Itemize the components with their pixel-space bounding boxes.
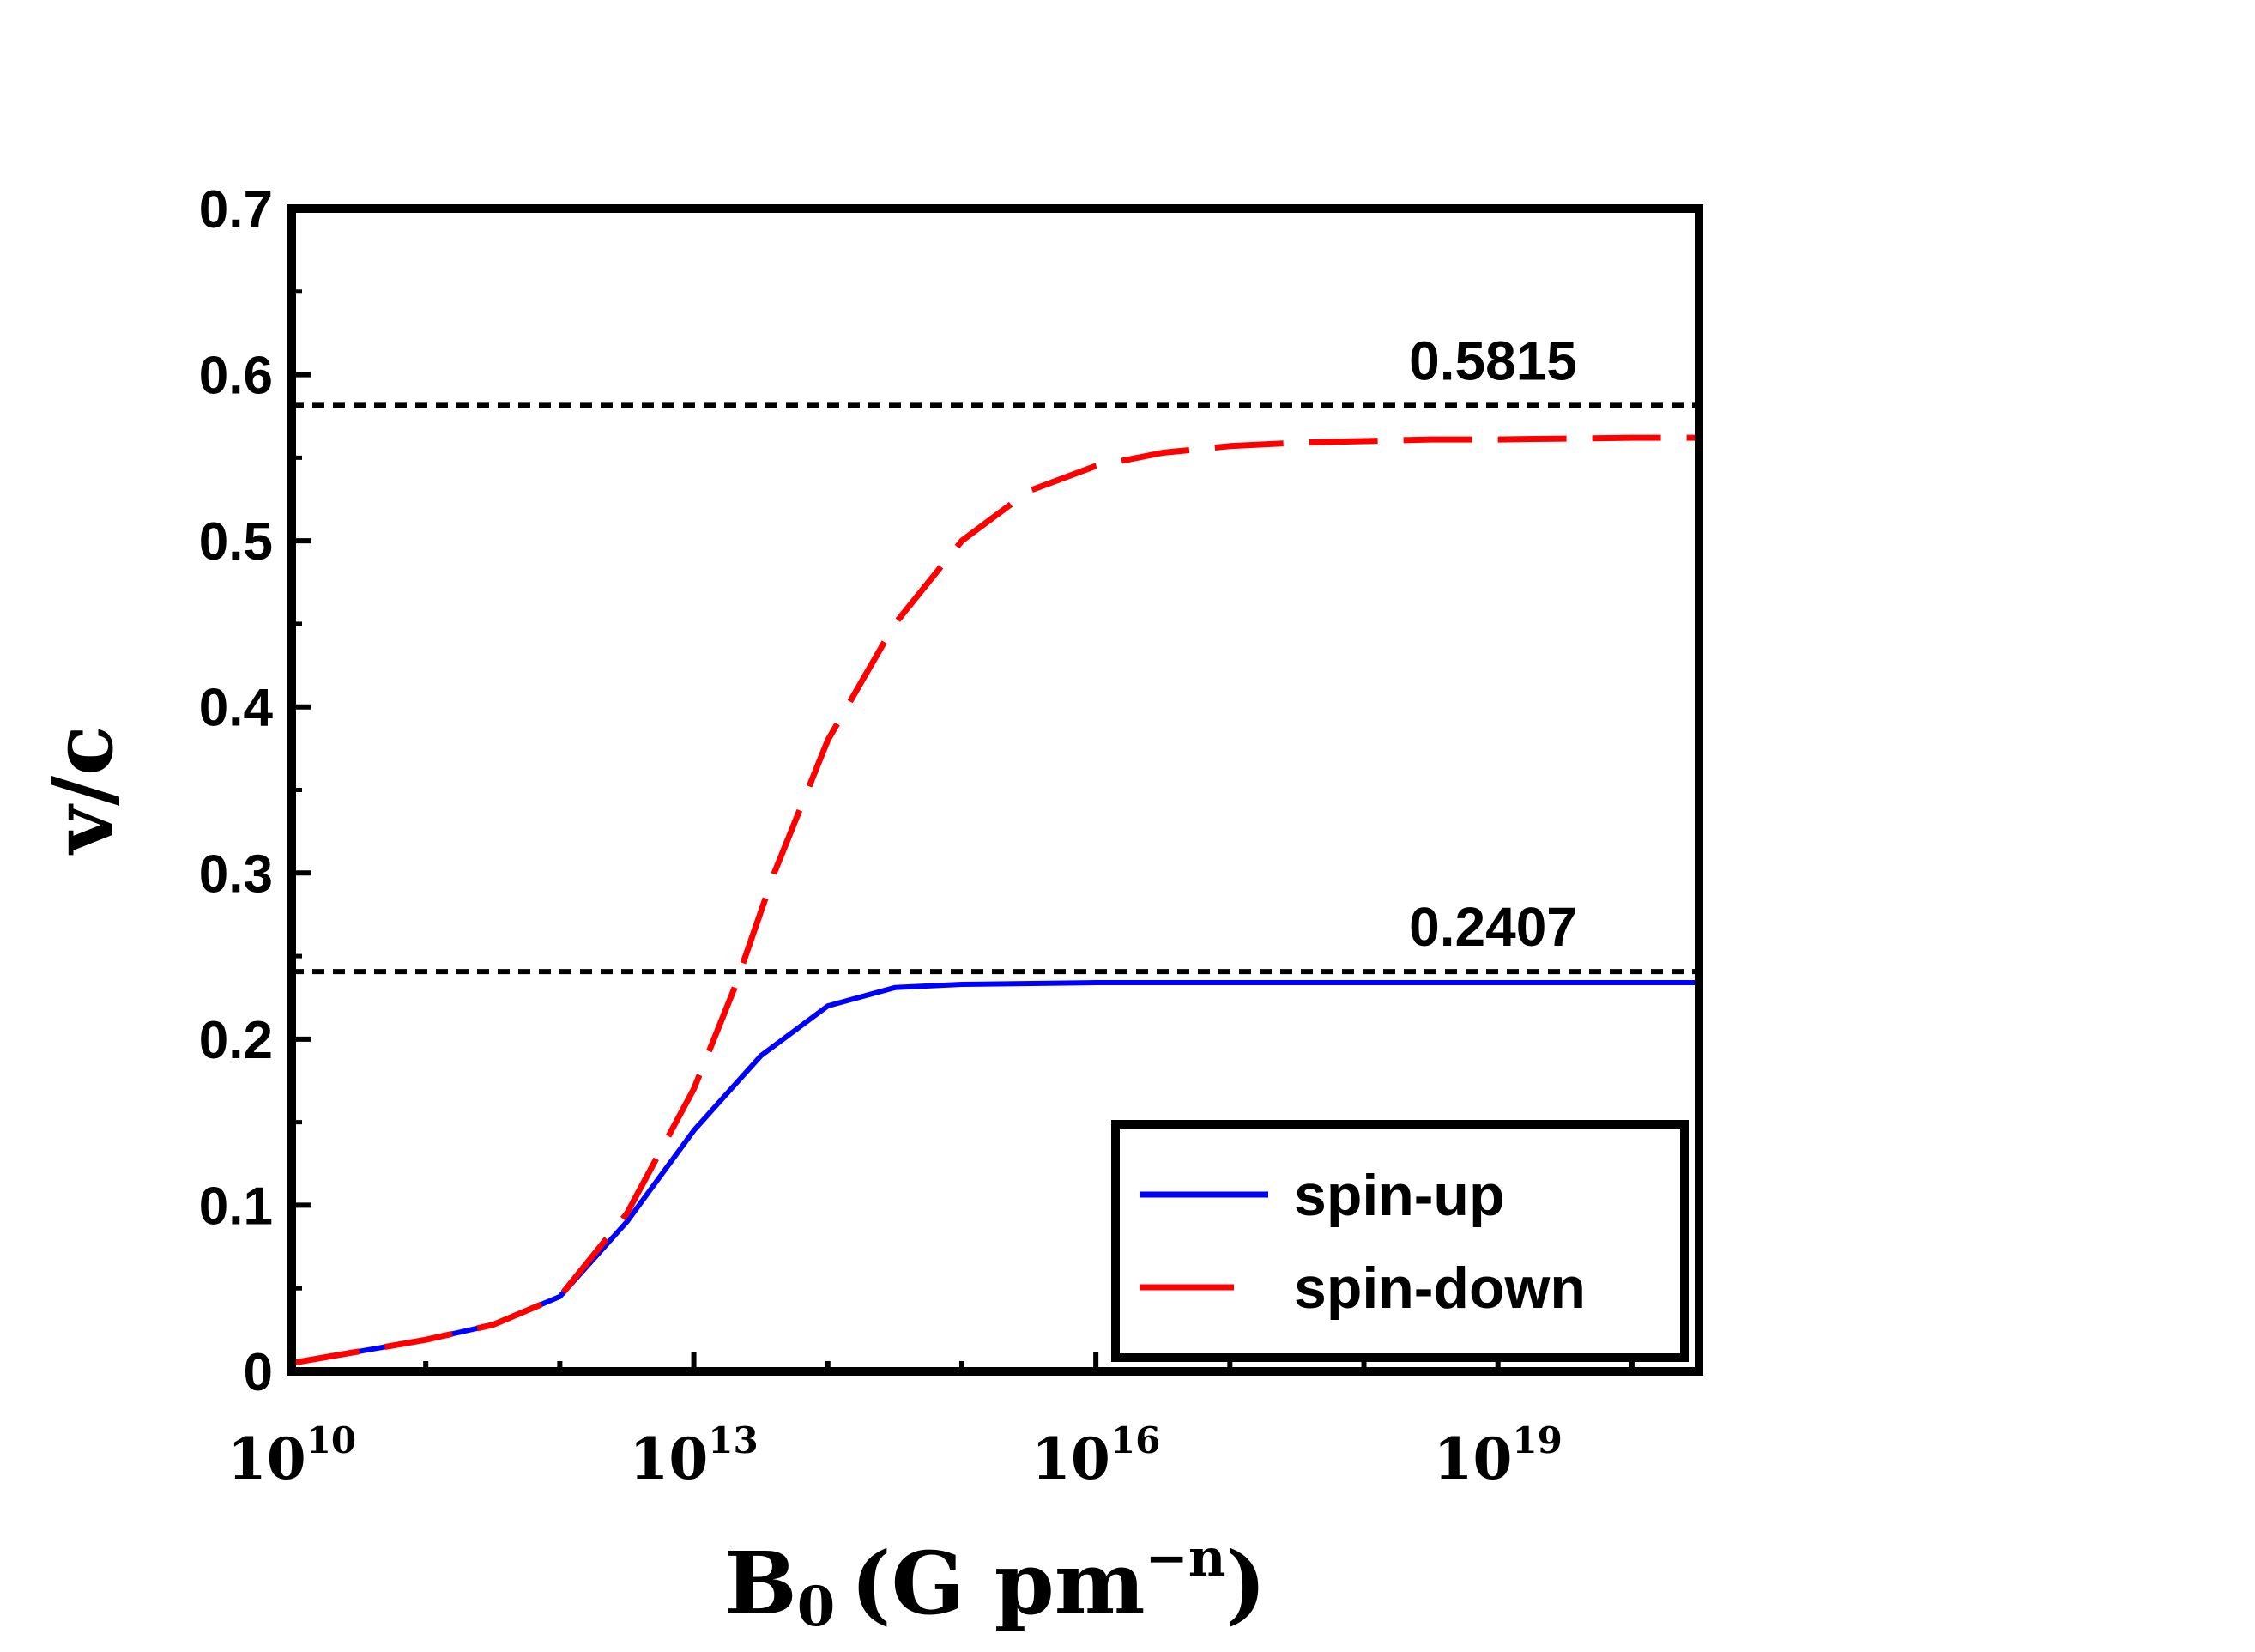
y-tick-label: 0.2 — [199, 1011, 273, 1070]
y-tick-label: 0.5 — [199, 512, 273, 572]
y-tick-label: 0.4 — [199, 679, 274, 738]
legend-label-spin-down: spin-down — [1294, 1256, 1586, 1321]
x-tick-label: 1010 — [227, 1419, 356, 1492]
x-axis-label-sub: 0 — [797, 1575, 836, 1639]
y-tick-label: 0 — [244, 1343, 273, 1402]
series-line-spin-up — [291, 980, 1699, 1366]
x-axis-label: B0 (G pm−n) — [724, 1528, 1267, 1639]
tick-labels-layer: 0 0.1 0.2 0.3 0.4 0.5 0.6 0.7 1010 1013 1016 1019 — [199, 180, 1563, 1492]
x-axis-label-exp: −n — [1146, 1528, 1226, 1588]
reference-line-label-1: 0.2407 — [1409, 896, 1577, 958]
y-tick-label: 0.6 — [199, 347, 273, 406]
reference-lines-layer: 0.5815 0.2407 — [292, 330, 1699, 975]
legend-box — [1111, 1120, 1689, 1362]
x-axis-label-close: ) — [1225, 1533, 1266, 1634]
series-layer — [291, 434, 1699, 1366]
y-tick-label: 0.1 — [199, 1177, 273, 1236]
legend: spin-up spin-down — [1111, 1120, 1689, 1362]
x-tick-label: 1019 — [1434, 1419, 1563, 1492]
x-tick-label: 1013 — [629, 1419, 758, 1492]
series-line-spin-down — [291, 434, 1699, 1366]
y-tick-label: 0.7 — [199, 180, 273, 239]
x-axis-label-unit: (G pm — [850, 1533, 1145, 1634]
reference-line-label-0: 0.5815 — [1409, 330, 1577, 391]
y-axis-label: v/c — [34, 725, 131, 855]
x-axis-label-main: B — [724, 1533, 797, 1634]
legend-label-spin-up: spin-up — [1294, 1163, 1505, 1228]
y-tick-label: 0.3 — [199, 844, 273, 904]
x-tick-label: 1016 — [1031, 1419, 1160, 1492]
